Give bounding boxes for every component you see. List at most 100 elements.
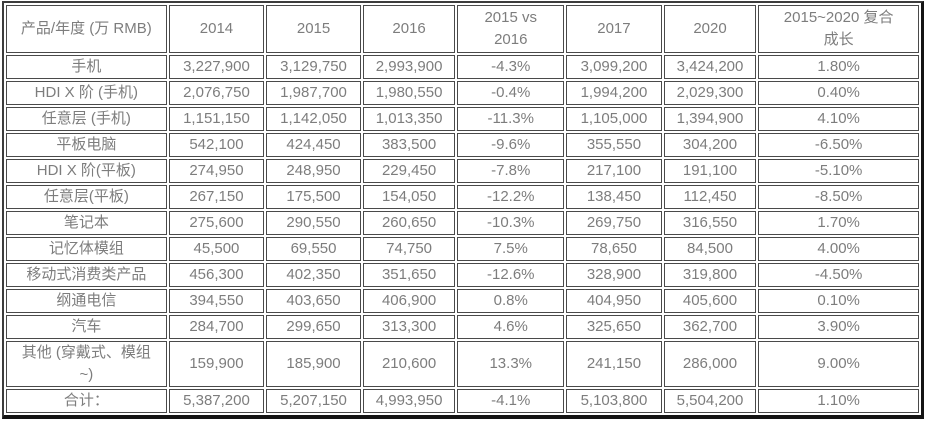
total-row: 合计： 5,387,200 5,207,150 4,993,950 -4.1% 5,103…	[6, 389, 919, 413]
table-cell: 3,099,200	[566, 55, 662, 79]
table-cell: 1.80%	[758, 55, 919, 79]
header-2015: 2015	[266, 5, 361, 53]
table-cell: -9.6%	[457, 133, 565, 157]
table-cell: 5,207,150	[266, 389, 361, 413]
table-row: HDI X 阶 (手机) 2,076,750 1,987,700 1,980,550-…	[6, 81, 919, 105]
table-cell: 405,600	[663, 289, 757, 313]
table-cell: 1,142,050	[266, 107, 361, 131]
table-cell: 267,150	[168, 185, 265, 209]
table-cell: 2,076,750	[168, 81, 265, 105]
row-label: 平板电脑	[6, 133, 167, 157]
table-cell: 394,550	[168, 289, 265, 313]
table-cell: -4.3%	[457, 55, 565, 79]
header-row: 产品/年度 (万 RMB) 2014 2015 2016 2015 vs 201…	[6, 5, 919, 53]
table-cell: 316,550	[663, 211, 757, 235]
table-cell: 191,100	[663, 159, 757, 183]
table-cell: 74,750	[362, 237, 456, 261]
table-row: 记忆体模组 45,500 69,550 74,750 7.5% 78,650 84,500 4…	[6, 237, 919, 261]
table-cell: 313,300	[362, 315, 456, 339]
table-row: 平板电脑 542,100 424,450 383,500 -9.6% 355,550 304…	[6, 133, 919, 157]
table-row: 笔记本 275,600 290,550 260,650 -10.3% 269,750 316…	[6, 211, 919, 235]
table-cell: 0.10%	[758, 289, 919, 313]
row-label: 汽车	[6, 315, 167, 339]
table-cell: 13.3%	[457, 341, 565, 387]
table-cell: 260,650	[362, 211, 456, 235]
table-cell: 5,387,200	[168, 389, 265, 413]
table-cell: 69,550	[266, 237, 361, 261]
total-row-label: 合计：	[6, 389, 167, 413]
row-label: HDI X 阶 (手机)	[6, 81, 167, 105]
table-cell: 542,100	[168, 133, 265, 157]
table-cell: 1.10%	[758, 389, 919, 413]
table-cell: 286,000	[663, 341, 757, 387]
table-cell: 241,150	[566, 341, 662, 387]
table-cell: 5,504,200	[663, 389, 757, 413]
table-cell: 275,600	[168, 211, 265, 235]
table-cell: -4.1%	[457, 389, 565, 413]
table-cell: -12.6%	[457, 263, 565, 287]
table-cell: -6.50%	[758, 133, 919, 157]
table-cell: -7.8%	[457, 159, 565, 183]
table-cell: 84,500	[663, 237, 757, 261]
table-cell: 406,900	[362, 289, 456, 313]
product-revenue-table: 产品/年度 (万 RMB) 2014 2015 2016 2015 vs 201…	[2, 1, 924, 419]
table-cell: 159,900	[168, 341, 265, 387]
row-label: HDI X 阶(平板)	[6, 159, 167, 183]
table-cell: -0.4%	[457, 81, 565, 105]
table-cell: 402,350	[266, 263, 361, 287]
table-cell: 274,950	[168, 159, 265, 183]
table-cell: 351,650	[362, 263, 456, 287]
table-cell: 3.90%	[758, 315, 919, 339]
table-cell: 1,980,550	[362, 81, 456, 105]
table-cell: 424,450	[266, 133, 361, 157]
table-row: 任意层 (手机) 1,151,150 1,142,050 1,013,350 -11.3…	[6, 107, 919, 131]
table-cell: 299,650	[266, 315, 361, 339]
table-cell: 2,029,300	[663, 81, 757, 105]
table-cell: 4.00%	[758, 237, 919, 261]
table-cell: 4.10%	[758, 107, 919, 131]
table-cell: -10.3%	[457, 211, 565, 235]
table-cell: 4.6%	[457, 315, 565, 339]
row-label: 记忆体模组	[6, 237, 167, 261]
header-cagr: 2015~2020 复合 成长	[758, 5, 919, 53]
table-row: 手机 3,227,900 3,129,750 2,993,900 -4.3% 3,099,…	[6, 55, 919, 79]
table-cell: 325,650	[566, 315, 662, 339]
table-cell: 304,200	[663, 133, 757, 157]
header-2014: 2014	[168, 5, 265, 53]
table-cell: 210,600	[362, 341, 456, 387]
row-label: 笔记本	[6, 211, 167, 235]
table-cell: 1,394,900	[663, 107, 757, 131]
table-row: 汽车 284,700 299,650 313,300 4.6% 325,650 362,70…	[6, 315, 919, 339]
table-cell: -11.3%	[457, 107, 565, 131]
table-row: HDI X 阶(平板) 274,950 248,950 229,450 -7.8% 217…	[6, 159, 919, 183]
table-cell: 1,151,150	[168, 107, 265, 131]
table-cell: 154,050	[362, 185, 456, 209]
table-cell: 78,650	[566, 237, 662, 261]
table-cell: 269,750	[566, 211, 662, 235]
header-product-year: 产品/年度 (万 RMB)	[6, 5, 167, 53]
header-2016: 2016	[362, 5, 456, 53]
table-cell: 217,100	[566, 159, 662, 183]
row-label: 手机	[6, 55, 167, 79]
table-cell: 290,550	[266, 211, 361, 235]
table-cell: 1,105,000	[566, 107, 662, 131]
table-cell: 0.40%	[758, 81, 919, 105]
header-2017: 2017	[566, 5, 662, 53]
table-cell: 355,550	[566, 133, 662, 157]
table-cell: 1.70%	[758, 211, 919, 235]
table-cell: 383,500	[362, 133, 456, 157]
table-cell: 1,987,700	[266, 81, 361, 105]
table-cell: 4,993,950	[362, 389, 456, 413]
table-cell: 362,700	[663, 315, 757, 339]
table-cell: -5.10%	[758, 159, 919, 183]
table-cell: 248,950	[266, 159, 361, 183]
header-2015-vs-2016: 2015 vs 2016	[457, 5, 565, 53]
table-cell: 3,227,900	[168, 55, 265, 79]
row-label: 其他 (穿戴式、模组 ~)	[6, 341, 167, 387]
table-cell: 319,800	[663, 263, 757, 287]
table-cell: 229,450	[362, 159, 456, 183]
table-cell: 112,450	[663, 185, 757, 209]
table-cell: -12.2%	[457, 185, 565, 209]
header-2020: 2020	[663, 5, 757, 53]
